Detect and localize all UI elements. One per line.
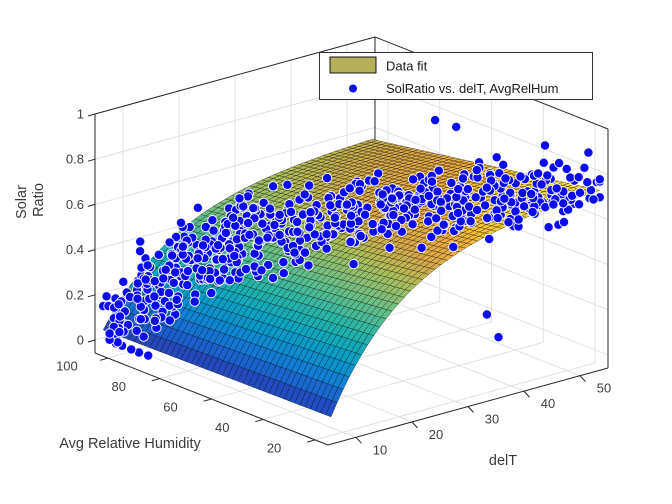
tick-label: 0.2 (66, 287, 84, 302)
legend-item-data-fit: Data fit (386, 59, 428, 74)
legend-surface-swatch (329, 56, 377, 74)
tick-label: 80 (111, 379, 125, 394)
z-axis-label: Solar Ratio (14, 181, 47, 219)
tick-label: 20 (429, 427, 443, 442)
z-axis-label-line2: Ratio (31, 183, 47, 217)
tick-label: 40 (215, 420, 229, 435)
tick-label: 10 (373, 442, 387, 457)
tick-label: 0.8 (66, 152, 84, 167)
tick-label: 1 (77, 107, 84, 122)
tick-label: 0.4 (66, 242, 84, 257)
tick-label: 0 (77, 333, 84, 348)
axis-lines-ticks (87, 113, 609, 446)
tick-label: 40 (541, 396, 555, 411)
legend: Data fit SolRatio vs. delT, AvgRelHum (319, 52, 593, 100)
z-axis-label-line1: Solar (14, 185, 30, 219)
legend-marker-icon (348, 83, 358, 94)
tick-label: 60 (163, 400, 177, 415)
tick-label: 0.6 (66, 197, 84, 212)
tick-label: 30 (485, 412, 499, 427)
tick-label: 20 (267, 440, 281, 455)
tick-label: 50 (597, 381, 611, 396)
x-axis-label: Avg Relative Humidity (59, 436, 201, 452)
y-axis-label: delT (489, 453, 517, 469)
legend-item-scatter: SolRatio vs. delT, AvgRelHum (386, 81, 558, 96)
scatter-points (98, 114, 605, 361)
tick-labels: 100 80 60 40 20 10 20 30 40 50 0 0.2 0.4 0.6 0.8 1 (56, 107, 611, 458)
tick-label: 100 (56, 359, 78, 374)
